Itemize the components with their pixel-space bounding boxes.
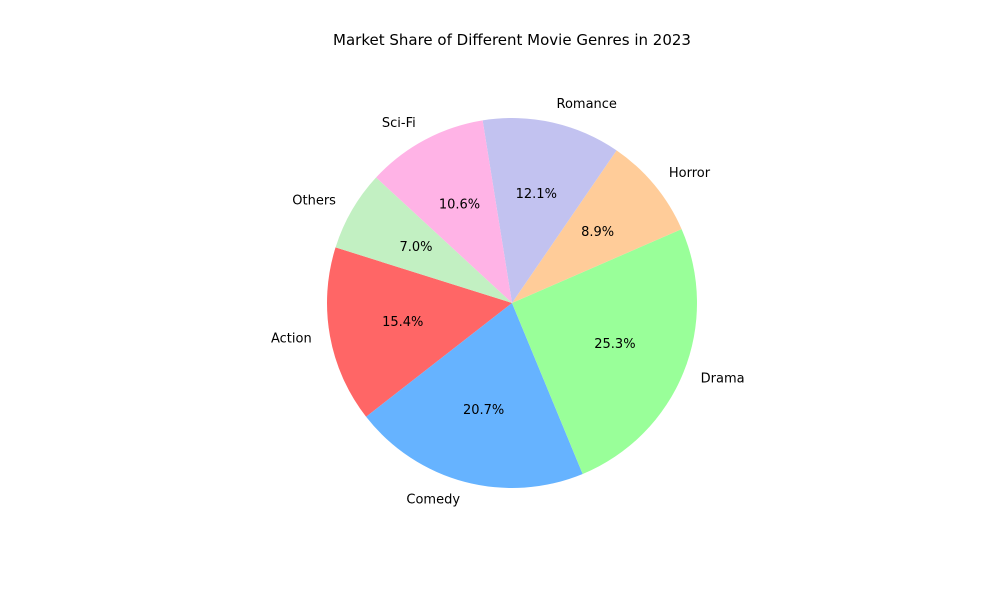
slice-percent-label: 8.9% — [581, 225, 614, 240]
pie-slice-comedy — [366, 303, 583, 489]
pie-slice-drama — [512, 229, 697, 474]
slice-percent-label: 12.1% — [516, 187, 557, 202]
slice-label: Others — [292, 193, 336, 208]
slice-label: Action — [271, 332, 312, 347]
slice-label: Drama — [701, 372, 745, 387]
slice-label: Comedy — [406, 492, 460, 507]
slice-label: Horror — [669, 166, 711, 181]
slice-percent-label: 20.7% — [463, 403, 504, 418]
pie-slice-action — [326, 247, 512, 417]
slice-percent-label: 10.6% — [439, 198, 480, 213]
pie-slices — [326, 118, 697, 489]
slice-label: Sci-Fi — [382, 116, 416, 131]
pie-slice-horror — [512, 150, 682, 303]
pie-slice-romance — [482, 118, 617, 303]
pie-slice-sci-fi — [376, 120, 512, 303]
slice-percent-label: 15.4% — [382, 315, 423, 330]
slice-label: Romance — [557, 97, 617, 112]
slice-percent-label: 7.0% — [399, 240, 432, 255]
pie-slice-others — [335, 177, 512, 303]
pie-labels: Action 15.4% Comedy 20.7% Drama 25.3% Horror 8.… — [271, 97, 745, 507]
slice-percent-label: 25.3% — [594, 337, 635, 352]
chart-title: Market Share of Different Movie Genres i… — [333, 31, 691, 49]
